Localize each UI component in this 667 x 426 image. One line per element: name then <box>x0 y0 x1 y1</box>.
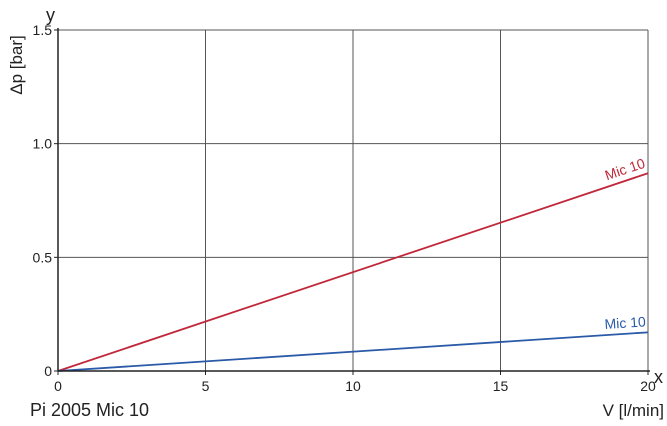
x-tick-label-0: 0 <box>54 378 62 394</box>
axes: 0 5 10 15 20 0 0.5 1.0 1.5 <box>33 22 656 394</box>
series-label-1: Mic 10 <box>604 313 646 332</box>
y-tick-label-0: 0 <box>44 363 52 379</box>
x-tick-label-10: 10 <box>345 378 361 394</box>
x-tick-label-20: 20 <box>640 378 656 394</box>
series-line-1 <box>57 331 649 372</box>
x-axis-label: V [l/min] <box>603 401 664 420</box>
y-axis-letter: y <box>46 5 55 25</box>
series-label-0: Mic 10 <box>603 155 647 183</box>
series-line-0 <box>57 172 649 372</box>
y-tick-label-1: 0.5 <box>33 249 53 265</box>
x-tick-label-5: 5 <box>202 378 210 394</box>
y-tick-label-3: 1.5 <box>33 22 53 38</box>
chart-caption: Pi 2005 Mic 10 <box>30 400 149 420</box>
y-tick-label-2: 1.0 <box>33 136 53 152</box>
grid <box>58 29 649 371</box>
y-axis-label: Δp [bar] <box>7 35 26 95</box>
labels: y x Δp [bar] V [l/min] Pi 2005 Mic 10 <box>7 5 664 420</box>
x-axis-letter: x <box>654 367 663 387</box>
x-tick-label-15: 15 <box>493 378 509 394</box>
